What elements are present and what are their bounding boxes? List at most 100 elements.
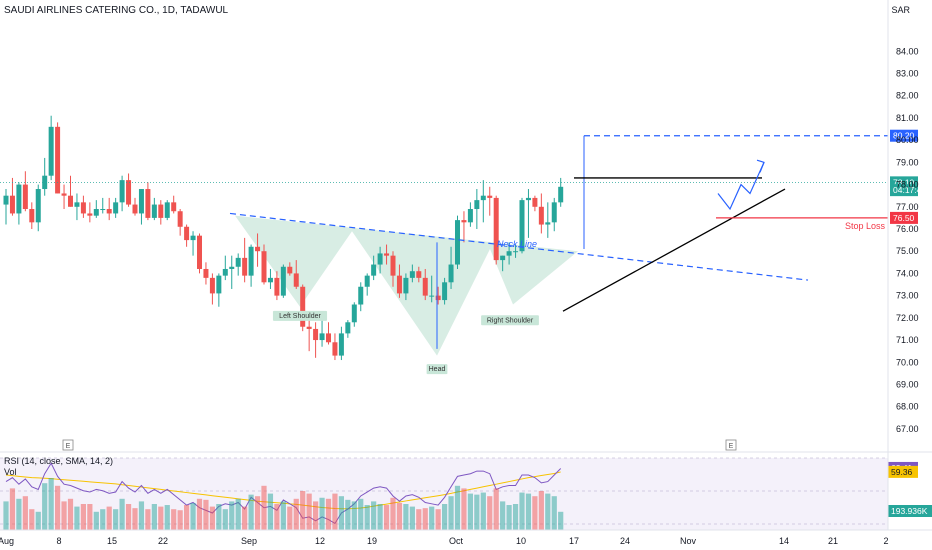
pattern-label: Right Shoulder <box>487 317 534 324</box>
volume-bar <box>551 496 557 530</box>
y-tick-label: 68.00 <box>896 402 919 412</box>
volume-bar <box>429 506 435 530</box>
candle-body <box>532 197 538 207</box>
y-tick-label: 74.00 <box>896 268 919 278</box>
candle-body <box>138 189 144 214</box>
currency-label: SAR <box>891 5 910 15</box>
x-tick-label: 12 <box>315 536 325 546</box>
candle-body <box>442 282 448 301</box>
volume-bar <box>390 497 396 530</box>
y-tick-label: 69.00 <box>896 379 919 389</box>
candle-body <box>171 202 177 212</box>
volume-pane <box>3 478 564 530</box>
volume-bar <box>319 497 325 530</box>
pattern-label-box <box>272 310 328 321</box>
volume-bar <box>396 502 403 530</box>
volume-bar <box>306 493 312 530</box>
volume-bar <box>293 498 299 530</box>
x-tick-label: Nov <box>680 536 697 546</box>
volume-bar <box>190 502 196 530</box>
candle-body <box>267 277 273 283</box>
candle-body <box>48 126 54 176</box>
volume-bar <box>222 509 228 530</box>
candle-body <box>306 326 312 329</box>
candle-body <box>106 209 112 214</box>
y-tick-label: 75.00 <box>896 246 919 256</box>
volume-bar <box>287 506 293 530</box>
volume-bar <box>16 498 22 530</box>
indicator-tag-box <box>888 465 918 478</box>
candle-body <box>487 195 493 198</box>
volume-bar <box>184 505 190 530</box>
candle-body <box>158 204 164 218</box>
volume-bar <box>525 493 532 530</box>
candle-body <box>358 286 364 305</box>
candle-body <box>422 277 428 296</box>
candle-body <box>538 206 544 225</box>
candle-body <box>558 186 564 203</box>
volume-bar <box>422 508 428 530</box>
candle-body <box>513 251 519 253</box>
volume-bar <box>48 478 54 530</box>
candle-body <box>242 257 248 276</box>
candle-body <box>164 202 170 218</box>
projection-arrowhead <box>756 159 765 173</box>
chart-title: SAUDI AIRLINES CATERING CO., 1D, TADAWUL <box>4 5 229 16</box>
candle-body <box>80 202 86 214</box>
candle-body <box>364 275 370 287</box>
y-tick-label: 76.00 <box>896 224 919 234</box>
x-tick-label: 8 <box>56 536 61 546</box>
volume-bar <box>209 506 215 530</box>
volume-bar <box>351 501 357 530</box>
earnings-marker <box>725 439 737 451</box>
volume-bar <box>519 492 525 530</box>
y-tick-label: 67.00 <box>896 424 919 434</box>
candle-body <box>371 264 377 276</box>
volume-bar <box>254 496 261 530</box>
earnings-marker-label: E <box>729 443 734 450</box>
candle-body <box>29 209 35 223</box>
candle-body <box>274 277 280 296</box>
volume-bar <box>435 509 441 530</box>
volume-bar <box>409 506 415 530</box>
candle-body <box>293 273 299 287</box>
candle-body <box>35 189 41 223</box>
y-tick-label: 80.00 <box>896 135 919 145</box>
y-tick-label: 71.00 <box>896 335 919 345</box>
y-tick-label: 82.00 <box>896 91 919 101</box>
volume-bar <box>500 501 506 530</box>
candle-body <box>229 266 235 269</box>
pattern-label: Head <box>429 366 446 373</box>
earnings-marker-label: E <box>66 443 71 450</box>
earnings-marker <box>62 439 74 451</box>
volume-bar <box>87 504 93 530</box>
volume-bar <box>358 498 364 530</box>
candle-body <box>409 271 415 278</box>
y-tick-label: 81.00 <box>896 113 919 123</box>
volume-bar <box>74 506 80 530</box>
candle-body <box>16 184 22 214</box>
candle-body <box>474 200 480 210</box>
candle-body <box>467 209 473 223</box>
price-tag-box <box>890 184 918 197</box>
volume-bar <box>55 485 61 530</box>
candle-body <box>235 257 241 267</box>
candle-body <box>461 220 467 223</box>
volume-bar <box>442 504 448 530</box>
volume-bar <box>512 504 519 530</box>
y-tick-label: 72.00 <box>896 313 919 323</box>
candle-body <box>338 333 344 356</box>
volume-bar <box>493 488 499 530</box>
volume-bar <box>9 488 16 530</box>
candle-body <box>326 333 331 343</box>
x-tick-label: 19 <box>367 536 377 546</box>
volume-bar <box>67 498 74 530</box>
candle-body <box>319 333 325 341</box>
price-tag-label: 04:17:47 <box>893 185 926 195</box>
projection-path <box>717 162 765 211</box>
volume-bar <box>487 496 493 530</box>
volume-bar <box>138 501 145 530</box>
candle-body <box>119 180 125 203</box>
indicator-tag-label: 193.936K <box>891 506 928 516</box>
